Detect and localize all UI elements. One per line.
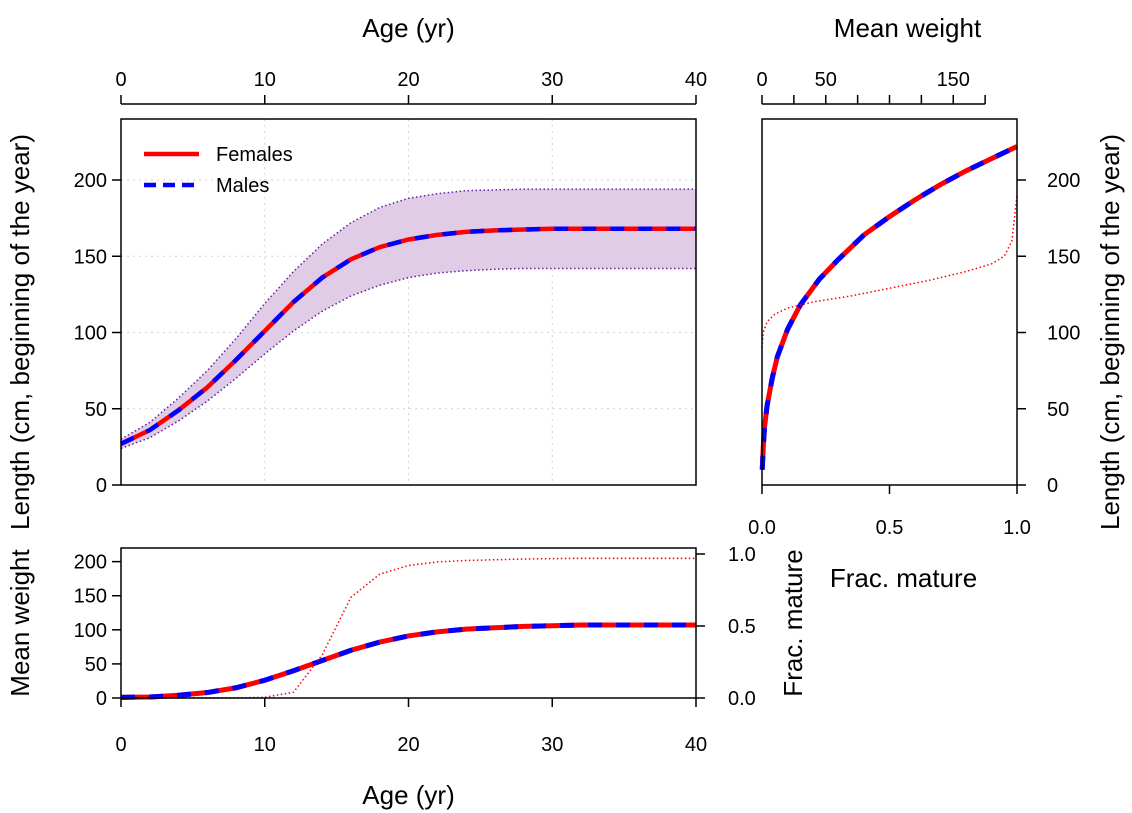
right-y-axis-title: Length (cm, beginning of the year) xyxy=(1095,134,1125,530)
bottom-x-tick-label: 30 xyxy=(541,734,563,756)
weight-and-maturity-curves xyxy=(120,557,696,700)
top-x-tick-label: 50 xyxy=(815,69,837,91)
bottom-x-tick-label: 1.0 xyxy=(1003,517,1031,539)
bottom-x-tick-label: 20 xyxy=(397,734,419,756)
length-weight-maturity-panel: 0.0 0.5 1.0 0 50 150 0 50 100 150 200 Frac. mature… xyxy=(748,13,1125,593)
top-x-tick-label: 150 xyxy=(937,69,970,91)
plot-frame xyxy=(120,118,697,486)
left-y-tick-label: 150 xyxy=(74,586,107,608)
bottom-x-axis-title: Age (yr) xyxy=(362,780,454,810)
right-y-tick-label: 50 xyxy=(1047,399,1069,421)
axis-ticks: 0 10 20 30 40 0 50 100 150 200 0.0 0.5 1.0 xyxy=(74,544,756,756)
top-x-tick-label: 30 xyxy=(541,69,563,91)
band-upper-edge xyxy=(120,188,696,440)
band-fill xyxy=(121,189,696,449)
legend-label: Females xyxy=(216,144,293,166)
bottom-x-tick-label: 10 xyxy=(254,734,276,756)
left-y-tick-label: 200 xyxy=(74,170,107,192)
right-y-tick-label: 200 xyxy=(1047,170,1080,192)
right-y-axis-title: Frac. mature xyxy=(778,549,808,696)
weight-and-maturity-curves xyxy=(759,144,1019,470)
grid xyxy=(121,119,696,485)
left-y-tick-label: 150 xyxy=(74,246,107,268)
series-line-1 xyxy=(120,226,696,446)
growth-curves xyxy=(120,226,696,446)
left-y-tick-label: 50 xyxy=(85,399,107,421)
right-y-tick-label: 1.0 xyxy=(728,544,756,566)
band-lower-edge xyxy=(120,267,696,450)
left-y-axis-title: Mean weight xyxy=(5,549,35,697)
confidence-band xyxy=(120,188,696,450)
left-y-tick-label: 0 xyxy=(96,688,107,710)
top-x-axis-title: Mean weight xyxy=(834,13,982,43)
weight-line-males xyxy=(759,144,1019,470)
top-x-tick-label: 10 xyxy=(254,69,276,91)
right-y-tick-label: 100 xyxy=(1047,323,1080,345)
weight-line-males xyxy=(120,622,696,700)
right-y-tick-label: 0.5 xyxy=(728,616,756,638)
left-y-tick-label: 100 xyxy=(74,323,107,345)
right-y-tick-label: 0.0 xyxy=(728,688,756,710)
top-x-tick-label: 20 xyxy=(397,69,419,91)
right-y-tick-label: 0 xyxy=(1047,475,1058,497)
bottom-x-tick-label: 0.0 xyxy=(748,517,776,539)
top-x-tick-label: 0 xyxy=(115,69,126,91)
left-y-tick-label: 100 xyxy=(74,620,107,642)
legend: Females Males xyxy=(144,144,293,197)
bottom-x-axis-title: Frac. mature xyxy=(830,563,977,593)
bottom-x-tick-label: 0.5 xyxy=(876,517,904,539)
bottom-x-tick-label: 40 xyxy=(685,734,707,756)
axis-ticks: 0.0 0.5 1.0 0 50 150 0 50 100 150 200 xyxy=(748,69,1080,539)
length-at-age-panel: 0 10 20 30 40 0 50 100 150 200 Age (yr) Length (c… xyxy=(5,13,707,530)
bottom-x-tick-label: 0 xyxy=(115,734,126,756)
left-y-tick-label: 200 xyxy=(74,552,107,574)
left-y-axis-title: Length (cm, beginning of the year) xyxy=(5,134,35,530)
legend-label: Males xyxy=(216,175,269,197)
weight-line-females xyxy=(120,622,696,700)
maturity-line xyxy=(761,195,1018,348)
right-y-tick-label: 150 xyxy=(1047,246,1080,268)
left-y-tick-label: 0 xyxy=(96,475,107,497)
top-x-axis-title: Age (yr) xyxy=(362,13,454,43)
top-x-tick-label: 0 xyxy=(756,69,767,91)
top-x-tick-label: 40 xyxy=(685,69,707,91)
axis-ticks: 0 10 20 30 40 0 50 100 150 200 xyxy=(74,69,708,497)
maturity-line xyxy=(121,557,696,699)
left-y-tick-label: 50 xyxy=(85,654,107,676)
